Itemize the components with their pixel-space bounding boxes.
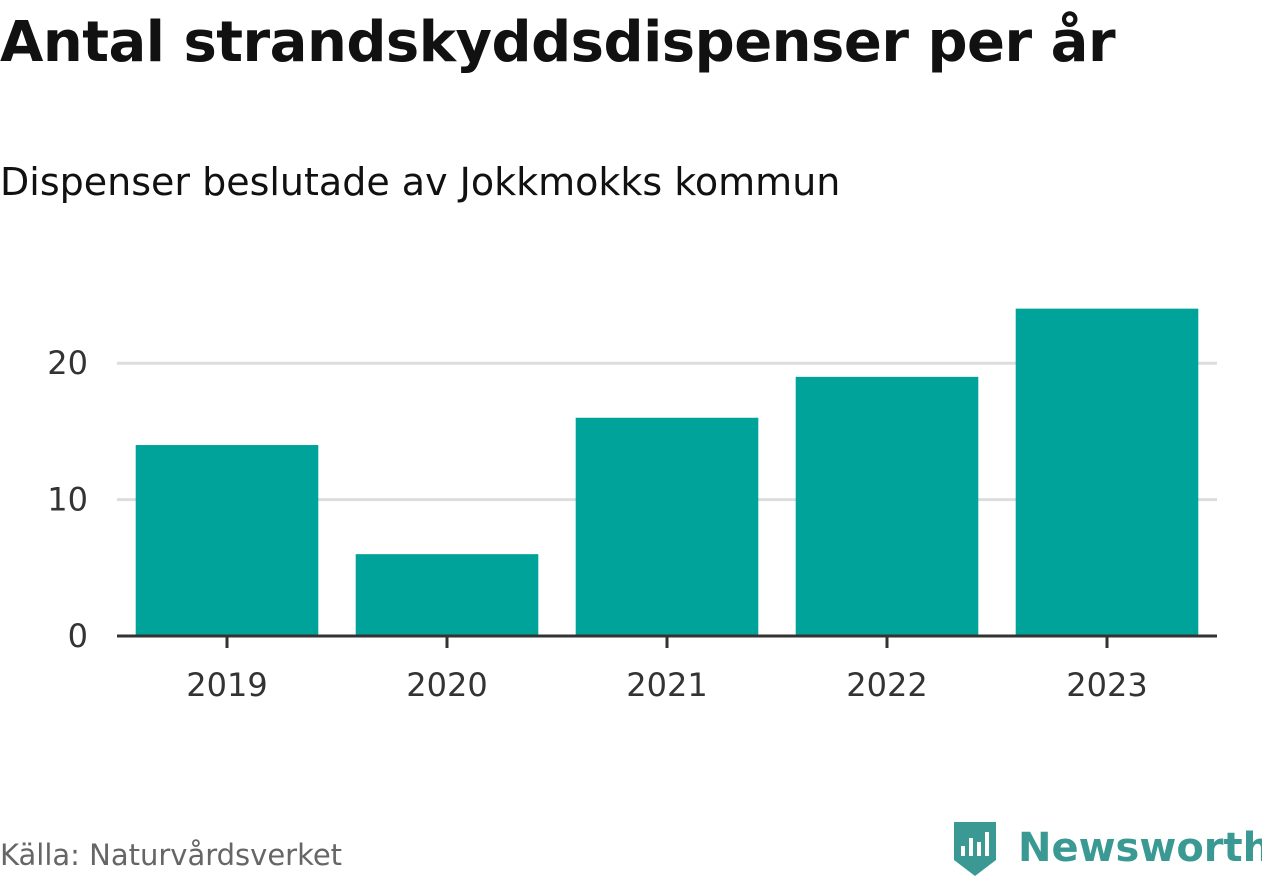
bar-2021	[575, 417, 759, 636]
brand-logo: Newsworthy	[950, 818, 1262, 878]
bar-2019	[135, 445, 319, 636]
bar-2020	[355, 554, 539, 636]
source-note: Källa: Naturvårdsverket	[0, 838, 343, 872]
x-tick-label-0: 2019	[186, 666, 267, 704]
y-tick-label-0: 0	[68, 617, 88, 655]
bar-chart: 0 10 20 2019 2020 2021 2022 2023	[47, 308, 1217, 704]
bar-2022	[795, 376, 979, 636]
brand-name: Newsworthy	[1018, 825, 1262, 871]
x-tick-label-4: 2023	[1066, 666, 1147, 704]
bars	[135, 308, 1199, 636]
y-tick-label-2: 20	[47, 344, 88, 382]
y-tick-label-1: 10	[47, 481, 88, 519]
bar-2023	[1015, 308, 1199, 636]
x-tick-label-3: 2022	[846, 666, 927, 704]
chart-title: Antal strandskyddsdispenser per år	[0, 10, 1116, 75]
newsworthy-icon	[954, 822, 996, 876]
chart-subtitle: Dispenser beslutade av Jokkmokks kommun	[0, 160, 841, 204]
axes: 0 10 20 2019 2020 2021 2022 2023	[47, 344, 1217, 704]
x-tick-label-2: 2021	[626, 666, 707, 704]
x-tick-label-1: 2020	[406, 666, 487, 704]
